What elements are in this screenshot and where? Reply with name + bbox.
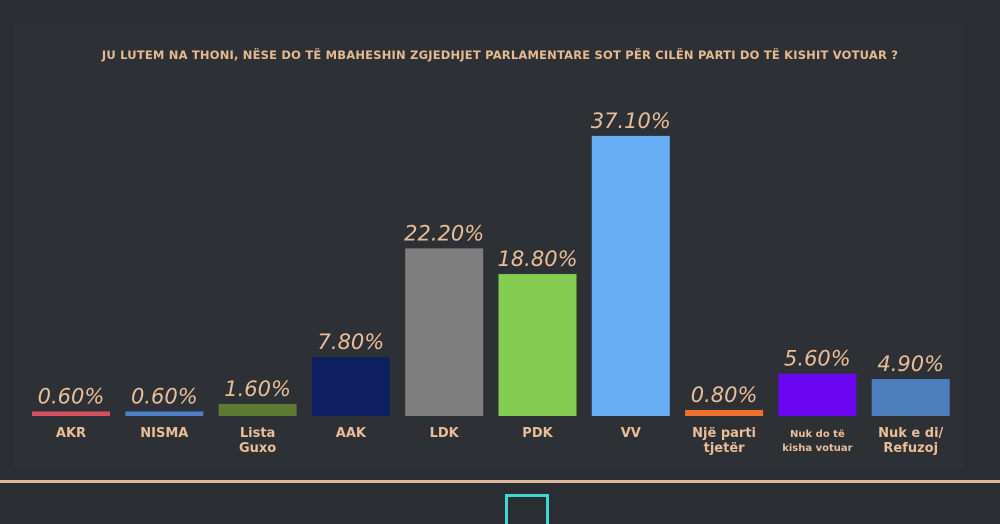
category-label-2-0: Lista xyxy=(240,426,275,441)
bracket-icon xyxy=(505,494,549,524)
value-label-9: 4.90% xyxy=(877,352,944,376)
bottom-divider xyxy=(0,480,1000,483)
category-label-8-0: Nuk do të xyxy=(790,429,845,440)
bar-1 xyxy=(125,411,204,416)
value-label-4: 22.20% xyxy=(404,221,484,245)
category-label-7-0: Një parti xyxy=(692,426,756,441)
value-label-3: 7.80% xyxy=(318,330,385,354)
bar-3 xyxy=(311,357,390,416)
bar-5 xyxy=(498,274,577,416)
category-label-4-0: LDK xyxy=(430,426,460,441)
value-label-8: 5.60% xyxy=(784,347,851,371)
value-label-6: 37.10% xyxy=(591,109,671,133)
chart-title: JU LUTEM NA THONI, NËSE DO TË MBAHESHIN … xyxy=(101,48,899,62)
value-label-7: 0.80% xyxy=(691,383,758,407)
value-label-0: 0.60% xyxy=(38,384,105,408)
category-label-9-1: Refuzoj xyxy=(883,441,938,456)
category-label-5-0: PDK xyxy=(522,426,553,441)
bar-7 xyxy=(685,409,764,416)
bar-6 xyxy=(591,135,670,416)
value-label-2: 1.60% xyxy=(224,377,291,401)
category-label-8-1: kisha votuar xyxy=(782,443,852,454)
category-label-9-0: Nuk e di/ xyxy=(878,426,943,441)
category-label-6-0: VV xyxy=(621,426,641,441)
bar-4 xyxy=(405,248,484,416)
bar-2 xyxy=(218,403,297,416)
category-label-1-0: NISMA xyxy=(140,426,188,441)
bar-9 xyxy=(871,379,950,416)
category-label-7-1: tjetër xyxy=(704,441,746,456)
bar-8 xyxy=(778,373,857,416)
value-label-5: 18.80% xyxy=(497,247,577,271)
category-label-3-0: AAK xyxy=(336,426,367,441)
value-label-1: 0.60% xyxy=(131,384,198,408)
category-label-2-1: Guxo xyxy=(239,441,276,456)
bar-0 xyxy=(32,411,110,416)
category-label-0-0: AKR xyxy=(56,426,86,441)
